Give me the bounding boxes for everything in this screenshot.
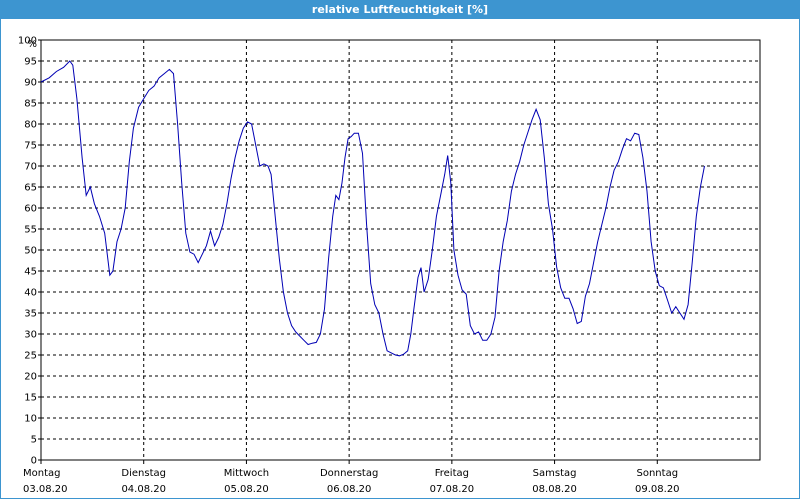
grid-lines [41, 40, 760, 460]
y-tick-label: 70 [24, 162, 37, 173]
y-tick-label: 15 [24, 393, 37, 404]
x-tick-date: 08.08.20 [532, 484, 577, 495]
humidity-line [40, 60, 705, 357]
y-tick-label: 55 [24, 225, 37, 236]
y-tick-label: 50 [24, 246, 37, 257]
x-tick-day: Montag [23, 468, 60, 479]
x-tick-date: 06.08.20 [327, 484, 372, 495]
y-axis: 0 5 10 15 20 25 30 35 40 45 50 55 60 65 70 75 80 85 90 95 10… [18, 36, 41, 467]
y-tick-label: 100 [18, 36, 37, 47]
y-tick-label: 90 [24, 78, 37, 89]
x-tick-date: 09.08.20 [635, 484, 680, 495]
humidity-chart: 0 5 10 15 20 25 30 35 40 45 50 55 60 65 70 75 80 85 90 95 10… [18, 36, 761, 495]
x-tick-day: Sonntag [637, 468, 679, 479]
chart-frame: 0 5 10 15 20 25 30 35 40 45 50 55 60 65 70 75 80 85 90 95 10… [0, 19, 800, 499]
y-tick-label: 0 [31, 456, 37, 467]
x-tick-date: 05.08.20 [224, 484, 269, 495]
x-tick-date: 03.08.20 [23, 484, 68, 495]
y-tick-label: 85 [24, 99, 37, 110]
y-tick-label: 60 [24, 204, 37, 215]
y-tick-label: 75 [24, 141, 37, 152]
y-tick-label: 5 [31, 435, 37, 446]
x-tick-date: 07.08.20 [430, 484, 475, 495]
y-tick-label: 30 [24, 330, 37, 341]
y-tick-label: 35 [24, 309, 37, 320]
x-axis: Montag 03.08.20 Dienstag 04.08.20 Mittwoch 05… [23, 460, 680, 495]
y-tick-label: 25 [24, 351, 37, 362]
x-tick-day: Dienstag [121, 468, 166, 479]
x-tick-day: Samstag [533, 468, 577, 479]
x-tick-day: Freitag [435, 468, 469, 479]
y-tick-label: 65 [24, 183, 37, 194]
y-axis-label: % [27, 39, 37, 50]
y-tick-label: 10 [24, 414, 37, 425]
y-tick-label: 95 [24, 57, 37, 68]
window-title: relative Luftfeuchtigkeit [%] [0, 0, 800, 19]
y-tick-label: 45 [24, 267, 37, 278]
x-tick-day: Donnerstag [320, 468, 378, 479]
y-tick-label: 80 [24, 120, 37, 131]
y-tick-label: 20 [24, 372, 37, 383]
x-tick-date: 04.08.20 [121, 484, 166, 495]
x-tick-day: Mittwoch [224, 468, 269, 479]
y-tick-label: 40 [24, 288, 37, 299]
